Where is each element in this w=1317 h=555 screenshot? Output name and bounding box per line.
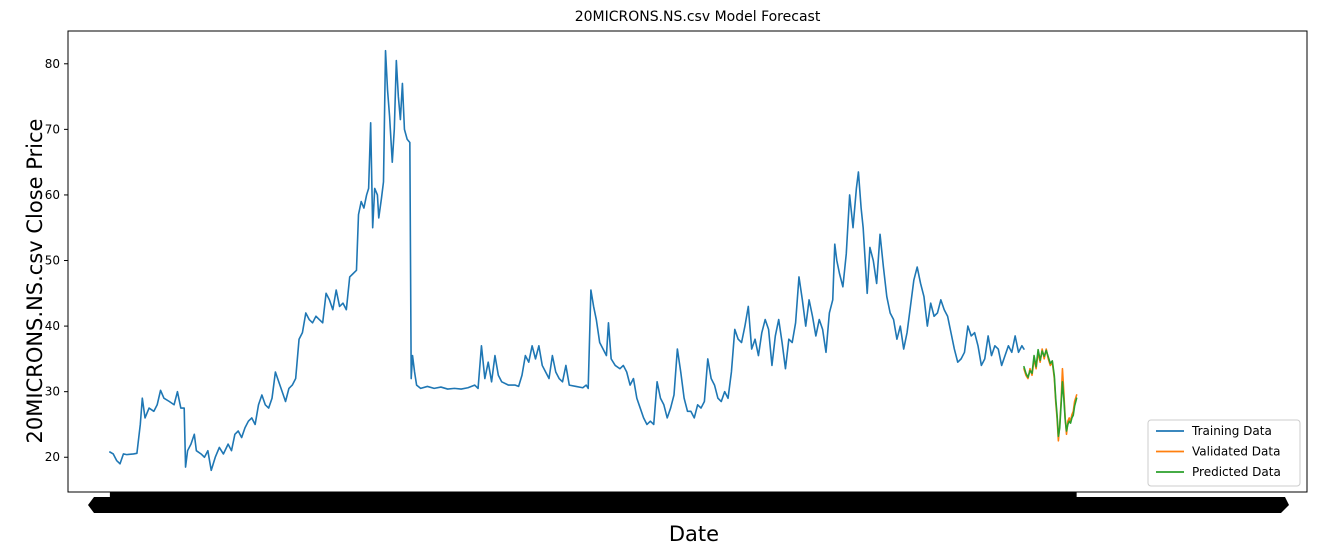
x-tick-labels-overlap: [88, 497, 1289, 513]
y-tick-label: 20: [45, 450, 60, 464]
y-tick-label: 30: [45, 385, 60, 399]
plot-series: [109, 49, 1078, 472]
y-tick-label: 50: [45, 254, 60, 268]
chart-title: 20MICRONS.NS.csv Model Forecast: [575, 9, 821, 25]
legend-label: Predicted Data: [1192, 465, 1281, 479]
y-tick-label: 70: [45, 122, 60, 136]
y-tick-label: 80: [45, 57, 60, 71]
legend-label: Training Data: [1191, 424, 1272, 438]
y-axis-label: 20MICRONS.NS.csv Close Price: [23, 119, 47, 444]
legend-label: Validated Data: [1192, 445, 1280, 459]
x-axis-ticks: [88, 492, 1289, 513]
series-line-predicted-data: [1023, 348, 1078, 438]
y-axis-ticks: 20 30 40 50 60 70 80: [45, 57, 68, 464]
y-tick-label: 40: [45, 319, 60, 333]
legend: Training Data Validated Data Predicted Dat…: [1147, 419, 1301, 487]
y-tick-label: 60: [45, 188, 60, 202]
series-line-training-data: [109, 49, 1025, 472]
x-axis-label: Date: [669, 522, 719, 546]
x-tick-marks: [109, 492, 1077, 497]
legend-box: [1147, 419, 1301, 487]
